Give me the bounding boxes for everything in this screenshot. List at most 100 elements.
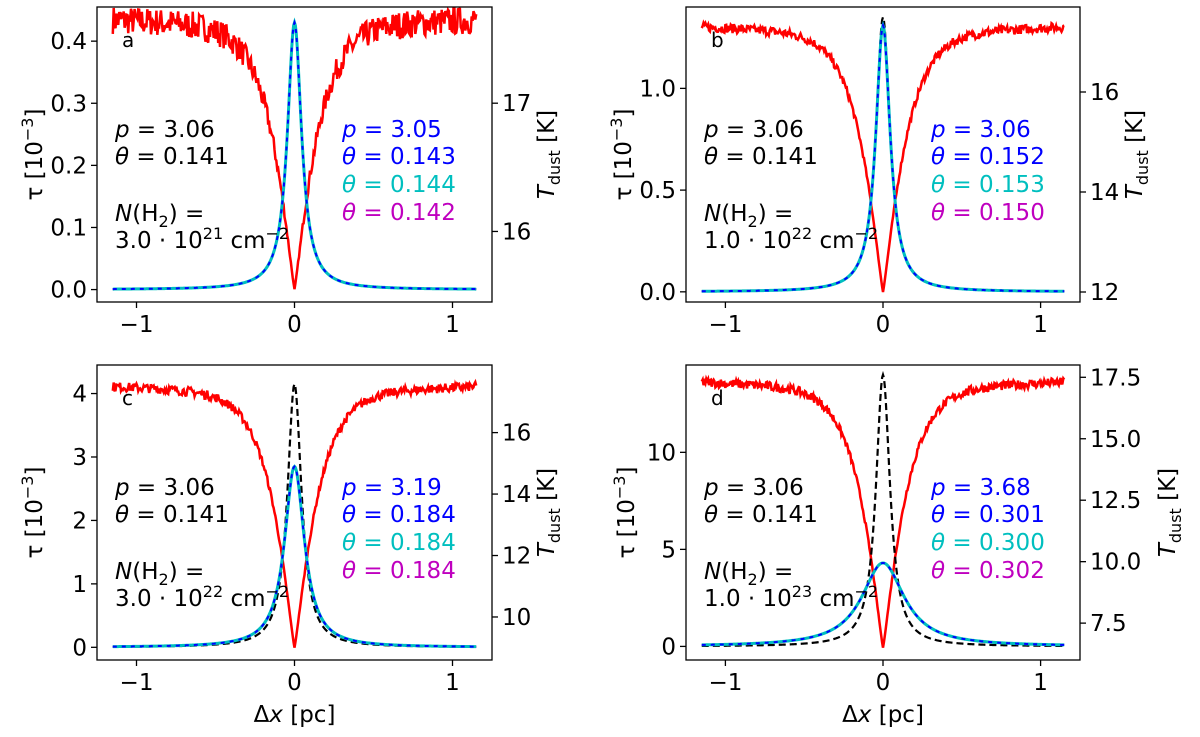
cd-unit-exp: −2 xyxy=(266,224,290,243)
theta-symbol: θ xyxy=(931,558,945,584)
n-symbol: N xyxy=(115,201,132,227)
right-tick-label: 17 xyxy=(502,91,531,117)
x-tick-label: −1 xyxy=(708,312,742,338)
temperature-curve xyxy=(111,7,478,290)
temperature-curve xyxy=(111,378,478,648)
fixed-p-value: 3.06 xyxy=(753,117,804,143)
temperature-curve xyxy=(700,19,1065,293)
y-left-label-exp: −3 xyxy=(607,117,626,141)
theta-symbol: θ xyxy=(342,144,356,170)
theta-symbol: θ xyxy=(342,558,356,584)
left-tick-label: 0.2 xyxy=(50,153,87,179)
y-right-label-T: T xyxy=(1155,541,1181,557)
plot-area xyxy=(700,370,1066,648)
cd-exponent: 22 xyxy=(203,582,223,601)
left-tick-label: 10 xyxy=(647,440,676,466)
fit-p-value: 3.05 xyxy=(391,117,442,143)
fit-p-value: 3.19 xyxy=(391,475,442,501)
h2-sub: 2 xyxy=(159,570,169,589)
x-label-var: x xyxy=(857,702,872,728)
fit-p-label: p = 3.68 xyxy=(930,475,1031,501)
equals: = xyxy=(718,502,752,528)
right-tick-label: 12 xyxy=(1090,280,1119,306)
cd-unit: cm xyxy=(223,586,265,612)
fixed-p-value: 3.06 xyxy=(753,475,804,501)
fit-theta-magenta-label: θ = 0.150 xyxy=(931,200,1045,226)
h2-sub: 2 xyxy=(159,212,169,231)
x-label-delta: Δ xyxy=(254,702,270,728)
y-right-axis-label: Tdust [K] xyxy=(534,468,564,557)
left-tick-label: 5 xyxy=(661,537,676,563)
x-tick-label: 1 xyxy=(1033,670,1048,696)
equals: = xyxy=(719,117,753,143)
y-right-label-unit: [K] xyxy=(1122,110,1148,150)
equals: = xyxy=(945,172,979,198)
y-left-label-close: ] xyxy=(22,109,48,118)
p-symbol: p xyxy=(114,475,130,501)
fit-theta-cyan-value: 0.300 xyxy=(979,530,1045,556)
equals: = xyxy=(130,117,164,143)
right-tick-label: 16 xyxy=(502,421,531,447)
right-tick-label: 7.5 xyxy=(1090,611,1127,637)
left-tick-label: 1.0 xyxy=(639,76,676,102)
fixed-theta-label: θ = 0.141 xyxy=(704,144,818,170)
theta-symbol: θ xyxy=(704,144,718,170)
h2-close: ) = xyxy=(758,201,794,227)
equals: = xyxy=(946,475,980,501)
fit-theta-blue-label: θ = 0.301 xyxy=(931,502,1045,528)
y-left-label-close: ] xyxy=(614,467,640,476)
equals: = xyxy=(356,200,390,226)
n-symbol: N xyxy=(115,559,132,585)
y-left-label-main: τ [10 xyxy=(22,141,48,200)
column-density-label: N(H2) = xyxy=(115,559,204,589)
theta-symbol: θ xyxy=(115,144,129,170)
fit-theta-blue-value: 0.152 xyxy=(979,144,1045,170)
y-right-label-T: T xyxy=(1122,183,1148,199)
p-symbol: p xyxy=(341,117,357,143)
theta-symbol: θ xyxy=(704,502,718,528)
x-tick-label: 0 xyxy=(287,312,302,338)
fixed-p-value: 3.06 xyxy=(164,117,215,143)
left-tick-label: 0.0 xyxy=(639,280,676,306)
y-right-label-unit: [K] xyxy=(534,468,560,508)
theta-symbol: θ xyxy=(115,502,129,528)
y-left-axis-label: τ [10−3] xyxy=(18,109,48,201)
equals: = xyxy=(356,172,390,198)
left-tick-label: 0.3 xyxy=(50,91,87,117)
x-label-var: x xyxy=(268,702,283,728)
column-density-value: 1.0 · 1023 cm−2 xyxy=(704,582,878,612)
x-tick-label: 1 xyxy=(1033,312,1048,338)
y-left-label-main: τ [10 xyxy=(611,141,637,200)
fit-theta-magenta-label: θ = 0.142 xyxy=(342,200,456,226)
x-tick-label: 0 xyxy=(287,670,302,696)
y-right-label-T: T xyxy=(534,541,560,557)
h2-sub: 2 xyxy=(748,212,758,231)
equals: = xyxy=(718,144,752,170)
plot-area xyxy=(111,378,478,649)
equals: = xyxy=(945,530,979,556)
panel-letter: c xyxy=(122,386,133,410)
cd-exponent: 22 xyxy=(792,224,812,243)
theta-symbol: θ xyxy=(342,502,356,528)
panel-a: −1 0 1 0.0 0.1 0.2 0.3 0.4 16 17 τ [10−3] Tdust [K]… xyxy=(18,6,564,338)
left-tick-label: 1 xyxy=(72,572,87,598)
x-label-unit: [pc] xyxy=(283,702,336,728)
cd-unit-exp: −2 xyxy=(855,582,879,601)
h2-close: ) = xyxy=(169,559,205,585)
y-left-label-exp: −3 xyxy=(18,117,37,141)
cd-unit: cm xyxy=(812,586,854,612)
x-tick-label: −1 xyxy=(120,312,154,338)
fit-theta-magenta-label: θ = 0.184 xyxy=(342,558,456,584)
h2-open: (H xyxy=(132,559,158,585)
equals: = xyxy=(945,558,979,584)
right-tick-label: 16 xyxy=(1090,80,1119,106)
x-tick-label: 1 xyxy=(445,312,460,338)
cd-ten: · 10 xyxy=(152,586,203,612)
tau-fit-blue-curve xyxy=(701,561,1065,646)
cd-exponent: 21 xyxy=(203,224,223,243)
theta-symbol: θ xyxy=(342,172,356,198)
p-symbol: p xyxy=(930,117,946,143)
left-tick-label: 0.0 xyxy=(50,278,87,304)
tau-fit-blue-curve xyxy=(112,19,477,291)
